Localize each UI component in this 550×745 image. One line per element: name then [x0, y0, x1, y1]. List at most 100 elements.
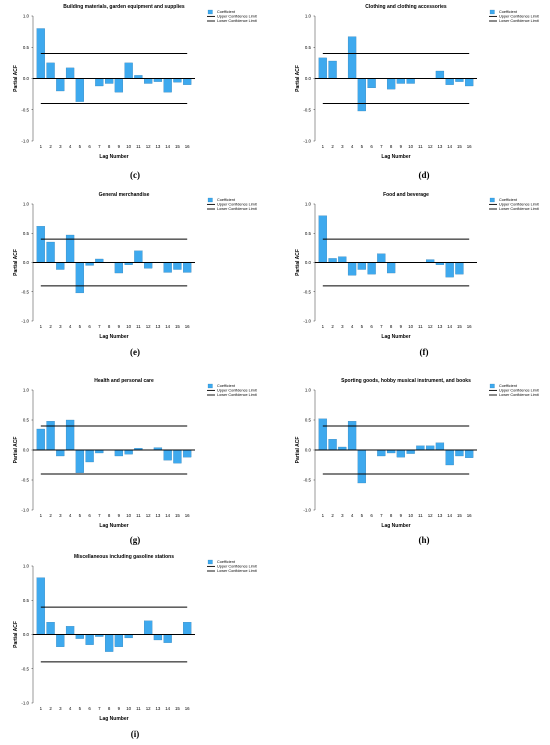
acf-bar — [124, 634, 133, 639]
x-tick-label: 7 — [98, 513, 101, 518]
acf-bar — [75, 78, 84, 102]
y-tick-label: 0.0 — [305, 260, 312, 265]
x-tick-label: 15 — [457, 324, 462, 329]
x-tick-label: 5 — [79, 513, 82, 518]
legend-entry: Lower Confidence Limit — [217, 19, 258, 23]
y-tick-label: -1.0 — [303, 319, 311, 324]
x-tick-label: 15 — [175, 324, 180, 329]
x-tick-label: 8 — [390, 513, 393, 518]
legend-swatch-coefficient — [207, 559, 213, 565]
acf-bar — [153, 634, 163, 641]
x-tick-label: 4 — [69, 144, 72, 149]
x-tick-label: 14 — [165, 144, 170, 149]
x-tick-label: 6 — [88, 324, 91, 329]
x-tick-label: 1 — [40, 706, 43, 711]
x-tick-label: 7 — [98, 144, 101, 149]
acf-chart-0: Building materials, garden equipment and… — [13, 4, 258, 160]
x-tick-label: 14 — [165, 324, 170, 329]
x-tick-label: 6 — [88, 144, 91, 149]
x-axis-label: Lag Number — [99, 523, 128, 529]
x-tick-label: 12 — [146, 324, 151, 329]
acf-bar — [357, 449, 366, 484]
x-tick-label: 4 — [69, 324, 72, 329]
legend-entry: Upper Confidence Limit — [499, 389, 540, 393]
x-tick-label: 14 — [447, 144, 452, 149]
x-tick-label: 1 — [322, 513, 325, 518]
x-tick-label: 4 — [351, 144, 354, 149]
x-tick-label: 11 — [136, 706, 141, 711]
acf-bar — [95, 449, 104, 454]
y-tick-label: 1.0 — [305, 202, 312, 207]
y-tick-label: 0.0 — [23, 260, 30, 265]
legend-swatch-coefficient — [207, 197, 213, 203]
acf-bar — [386, 262, 396, 274]
y-tick-label: 1.0 — [23, 564, 30, 569]
acf-bar — [114, 449, 124, 457]
acf-bar — [65, 67, 75, 79]
acf-bar — [95, 258, 104, 263]
x-tick-label: 6 — [370, 144, 373, 149]
acf-bar — [406, 449, 415, 454]
x-tick-label: 16 — [185, 144, 190, 149]
acf-bar — [36, 226, 45, 263]
x-tick-label: 11 — [136, 513, 141, 518]
acf-bar — [396, 78, 406, 84]
legend-entry: Upper Confidence Limit — [217, 565, 258, 569]
x-tick-label: 15 — [175, 144, 180, 149]
y-tick-label: 0.5 — [305, 45, 312, 50]
acf-bar — [104, 78, 114, 84]
x-tick-label: 2 — [331, 513, 334, 518]
x-tick-label: 1 — [40, 144, 43, 149]
acf-chart-1: Clothing and clothing accessories 1.0 0.5 0… — [295, 4, 540, 160]
legend-entry: Upper Confidence Limit — [499, 203, 540, 207]
x-tick-label: 16 — [467, 144, 472, 149]
x-tick-label: 5 — [79, 144, 82, 149]
x-tick-label: 13 — [437, 144, 442, 149]
chart-title: Clothing and clothing accessories — [365, 4, 447, 10]
y-tick-label: -0.5 — [303, 107, 311, 112]
acf-bar — [65, 419, 75, 451]
legend-entry: Upper Confidence Limit — [217, 389, 258, 393]
acf-bar — [104, 634, 114, 652]
acf-bar — [144, 262, 153, 269]
y-tick-label: -1.0 — [21, 319, 29, 324]
x-tick-label: 3 — [341, 513, 344, 518]
x-tick-label: 6 — [370, 324, 373, 329]
x-axis-label: Lag Number — [99, 334, 128, 340]
acf-bar — [46, 62, 55, 79]
legend-entry: Coefficient — [217, 198, 236, 202]
y-tick-label: 1.0 — [23, 14, 30, 19]
acf-bar — [163, 262, 172, 273]
acf-bar — [183, 622, 192, 635]
panel-label: (i) — [130, 729, 140, 739]
acf-bar — [56, 449, 65, 457]
acf-chart-5: Sporting goods, hobby musical instrument… — [295, 378, 540, 529]
legend-entry: Lower Confidence Limit — [217, 569, 258, 573]
chart-title: Building materials, garden equipment and… — [63, 4, 185, 10]
acf-bar — [455, 262, 464, 275]
x-tick-label: 10 — [126, 144, 131, 149]
x-tick-label: 10 — [408, 144, 413, 149]
chart-title: Sporting goods, hobby musical instrument… — [341, 378, 471, 384]
y-tick-label: 1.0 — [305, 388, 312, 393]
x-tick-label: 12 — [428, 324, 433, 329]
x-tick-label: 15 — [457, 513, 462, 518]
y-axis-label: Partial ACF — [13, 65, 19, 92]
acf-bar — [406, 78, 415, 84]
acf-bar — [367, 262, 376, 275]
x-tick-label: 10 — [126, 706, 131, 711]
x-tick-label: 8 — [390, 324, 393, 329]
chart-title: Health and personal care — [94, 378, 154, 384]
acf-bar — [65, 626, 75, 635]
y-tick-label: -1.0 — [21, 139, 29, 144]
x-tick-label: 15 — [175, 706, 180, 711]
acf-bar — [56, 78, 65, 92]
x-axis-label: Lag Number — [99, 154, 128, 160]
y-tick-label: -0.5 — [303, 289, 311, 294]
x-tick-label: 12 — [428, 144, 433, 149]
x-tick-label: 8 — [108, 144, 111, 149]
x-tick-label: 9 — [118, 144, 121, 149]
x-tick-label: 8 — [108, 324, 111, 329]
x-tick-label: 7 — [98, 324, 101, 329]
